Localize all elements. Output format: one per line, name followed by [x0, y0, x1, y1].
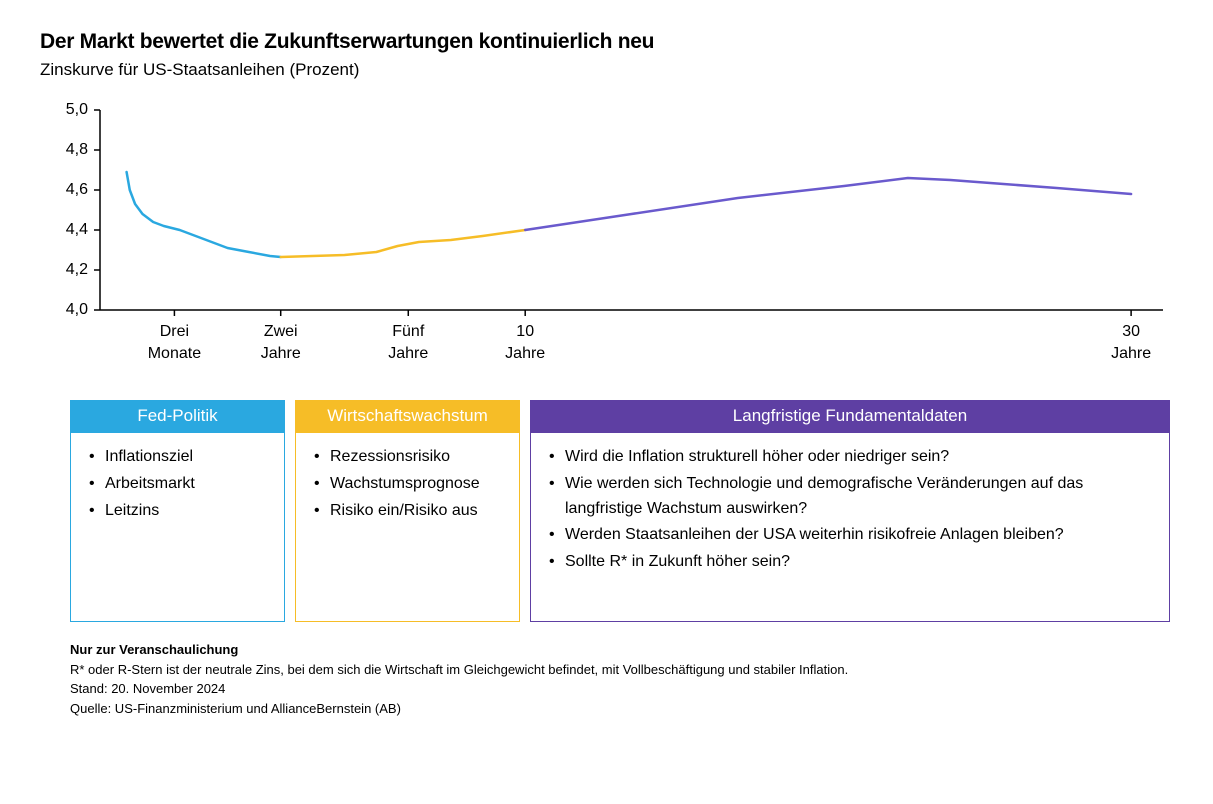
legend-item: Inflationsziel [85, 445, 270, 470]
x-tick-label: Jahre [505, 345, 545, 362]
y-tick-label: 5,0 [66, 101, 88, 118]
x-tick-label: Jahre [388, 345, 428, 362]
chart-subtitle: Zinskurve für US-Staatsanleihen (Prozent… [40, 60, 1173, 80]
legend-item: Sollte R* in Zukunft höher sein? [545, 550, 1155, 575]
legend-header: Wirtschaftswachstum [295, 400, 520, 432]
y-tick-label: 4,2 [66, 261, 88, 278]
legend-body: RezessionsrisikoWachstumsprognoseRisiko … [295, 432, 520, 622]
y-tick-label: 4,0 [66, 301, 88, 318]
legend-body: Wird die Inflation strukturell höher ode… [530, 432, 1170, 622]
legend-item: Wird die Inflation strukturell höher ode… [545, 445, 1155, 470]
legend-header: Fed-Politik [70, 400, 285, 432]
x-tick-label: 30 [1122, 323, 1140, 340]
legend-item: Leitzins [85, 499, 270, 524]
y-tick-label: 4,8 [66, 141, 88, 158]
x-tick-label: Jahre [261, 345, 301, 362]
legend-item: Rezessionsrisiko [310, 445, 505, 470]
footer-date: Stand: 20. November 2024 [70, 679, 1173, 699]
x-tick-label: Jahre [1111, 345, 1151, 362]
legend-header: Langfristige Fundamentaldaten [530, 400, 1170, 432]
x-tick-label: 10 [516, 323, 534, 340]
x-tick-label: Zwei [264, 323, 298, 340]
footer-note-rstar: R* oder R-Stern ist der neutrale Zins, b… [70, 660, 1173, 680]
chart-footer: Nur zur Veranschaulichung R* oder R-Ster… [40, 640, 1173, 718]
curve-segment [127, 172, 281, 257]
x-tick-label: Drei [160, 323, 189, 340]
chart-svg: 4,0 4,2 4,4 4,6 4,8 5,0 Drei Monate Zwei Jahre Fün… [40, 100, 1173, 390]
y-tick-label: 4,4 [66, 221, 88, 238]
legend-row: Fed-PolitikInflationszielArbeitsmarktLei… [40, 400, 1173, 622]
x-tick-label: Fünf [392, 323, 425, 340]
legend-column: Langfristige Fundamentaldaten Wird die In… [530, 400, 1170, 622]
legend-item: Werden Staatsanleihen der USA weiterhin … [545, 523, 1155, 548]
curve-segment [281, 230, 525, 257]
x-tick-label: Monate [148, 345, 201, 362]
legend-column: WirtschaftswachstumRezessionsrisikoWachs… [295, 400, 520, 622]
legend-item: Arbeitsmarkt [85, 472, 270, 497]
footer-disclaimer: Nur zur Veranschaulichung [70, 640, 1173, 660]
legend-item: Wachstumsprognose [310, 472, 505, 497]
legend-column: Fed-PolitikInflationszielArbeitsmarktLei… [70, 400, 285, 622]
curve-segment [525, 178, 1131, 230]
legend-item: Risiko ein/Risiko aus [310, 499, 505, 524]
legend-item: Wie werden sich Technologie und demograf… [545, 472, 1155, 522]
yield-curve-chart: 4,0 4,2 4,4 4,6 4,8 5,0 Drei Monate Zwei Jahre Fün… [40, 100, 1173, 390]
legend-body: InflationszielArbeitsmarktLeitzins [70, 432, 285, 622]
footer-source: Quelle: US-Finanzministerium und Allianc… [70, 699, 1173, 719]
chart-title: Der Markt bewertet die Zukunftserwartung… [40, 30, 1173, 54]
y-tick-label: 4,6 [66, 181, 88, 198]
